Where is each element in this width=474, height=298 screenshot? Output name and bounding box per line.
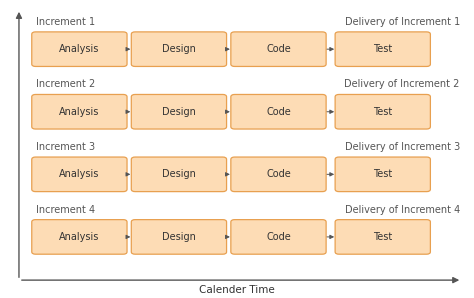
Text: Analysis: Analysis <box>59 169 100 179</box>
Text: Delivery of Increment 1: Delivery of Increment 1 <box>345 17 460 27</box>
FancyBboxPatch shape <box>131 94 227 129</box>
FancyBboxPatch shape <box>32 157 127 192</box>
Text: Code: Code <box>266 169 291 179</box>
Text: Increment 3: Increment 3 <box>36 142 95 152</box>
FancyBboxPatch shape <box>335 94 430 129</box>
Text: Test: Test <box>373 44 392 54</box>
FancyBboxPatch shape <box>231 94 326 129</box>
Text: Increment 2: Increment 2 <box>36 79 95 89</box>
Text: Analysis: Analysis <box>59 44 100 54</box>
FancyBboxPatch shape <box>131 32 227 66</box>
FancyBboxPatch shape <box>131 157 227 192</box>
Text: Test: Test <box>373 107 392 117</box>
FancyBboxPatch shape <box>131 220 227 254</box>
FancyBboxPatch shape <box>335 32 430 66</box>
Text: Test: Test <box>373 169 392 179</box>
Text: Delivery of Increment 2: Delivery of Increment 2 <box>345 79 460 89</box>
Text: Analysis: Analysis <box>59 232 100 242</box>
FancyBboxPatch shape <box>32 94 127 129</box>
Text: Increment 4: Increment 4 <box>36 204 95 215</box>
FancyBboxPatch shape <box>231 32 326 66</box>
Text: Code: Code <box>266 107 291 117</box>
Text: Test: Test <box>373 232 392 242</box>
Text: Design: Design <box>162 169 196 179</box>
Text: Increment 1: Increment 1 <box>36 17 95 27</box>
Text: Delivery of Increment 4: Delivery of Increment 4 <box>345 204 460 215</box>
Text: Design: Design <box>162 44 196 54</box>
Text: Code: Code <box>266 232 291 242</box>
Text: Code: Code <box>266 44 291 54</box>
FancyBboxPatch shape <box>231 220 326 254</box>
Text: Delivery of Increment 3: Delivery of Increment 3 <box>345 142 460 152</box>
Text: Design: Design <box>162 107 196 117</box>
Text: Analysis: Analysis <box>59 107 100 117</box>
FancyBboxPatch shape <box>335 157 430 192</box>
FancyBboxPatch shape <box>335 220 430 254</box>
Text: Design: Design <box>162 232 196 242</box>
FancyBboxPatch shape <box>231 157 326 192</box>
FancyBboxPatch shape <box>32 32 127 66</box>
FancyBboxPatch shape <box>32 220 127 254</box>
Text: Calender Time: Calender Time <box>199 285 275 295</box>
